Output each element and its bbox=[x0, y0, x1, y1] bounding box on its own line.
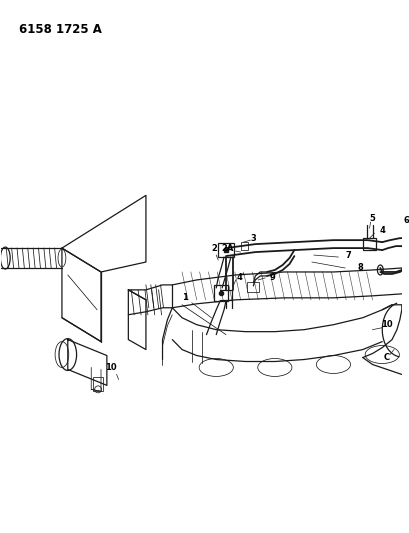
Text: 8: 8 bbox=[357, 263, 363, 272]
FancyBboxPatch shape bbox=[214, 285, 227, 301]
Text: 2: 2 bbox=[211, 244, 217, 253]
Text: 7: 7 bbox=[344, 251, 350, 260]
Text: 4: 4 bbox=[378, 225, 384, 235]
FancyBboxPatch shape bbox=[93, 377, 103, 391]
FancyBboxPatch shape bbox=[218, 243, 233, 257]
Text: 9: 9 bbox=[270, 273, 275, 282]
Text: 3: 3 bbox=[250, 233, 256, 243]
FancyBboxPatch shape bbox=[247, 282, 258, 292]
Text: 2A: 2A bbox=[221, 244, 234, 253]
Text: 10: 10 bbox=[105, 363, 116, 372]
FancyBboxPatch shape bbox=[362, 238, 375, 250]
Text: C: C bbox=[383, 353, 389, 362]
Text: 6: 6 bbox=[403, 216, 409, 225]
Ellipse shape bbox=[376, 265, 382, 275]
Text: 6158 1725 A: 6158 1725 A bbox=[19, 23, 101, 36]
Text: 1: 1 bbox=[182, 293, 187, 302]
FancyBboxPatch shape bbox=[240, 242, 248, 250]
Text: 5: 5 bbox=[369, 214, 375, 223]
Text: 4': 4' bbox=[236, 273, 244, 282]
Text: 10: 10 bbox=[380, 320, 392, 329]
